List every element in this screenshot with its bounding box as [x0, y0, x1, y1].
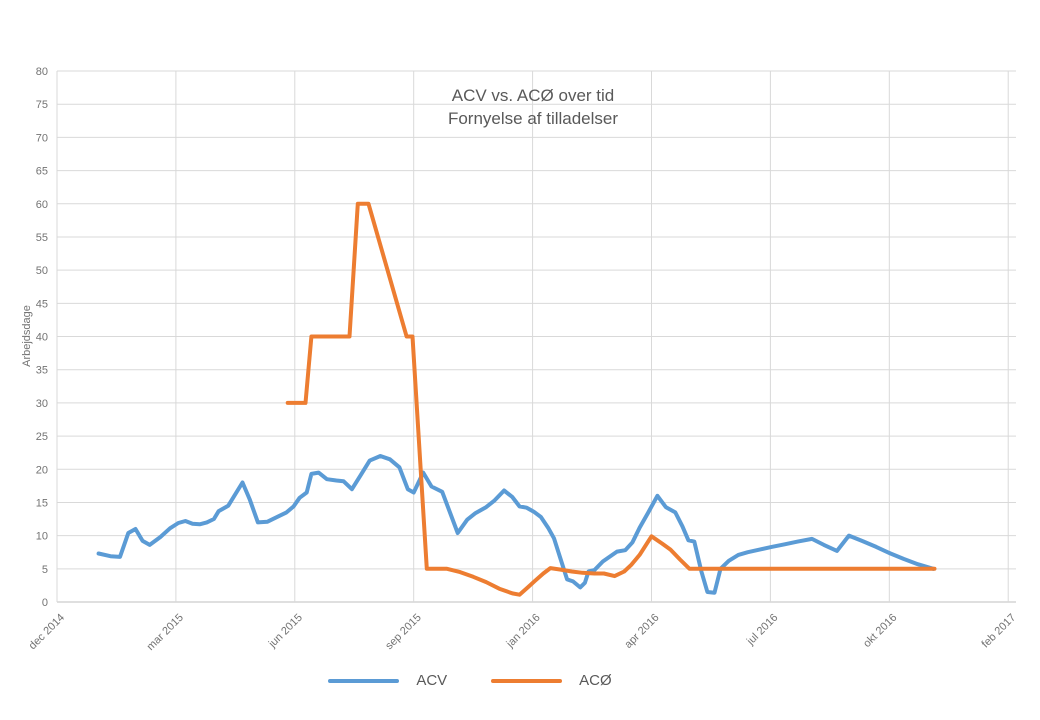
legend-label-aco: ACØ: [579, 672, 612, 689]
x-tick-label: mar 2015: [145, 612, 186, 653]
legend-swatch-aco: [491, 678, 563, 683]
y-tick-label: 75: [36, 99, 48, 111]
legend: ACV ACØ: [0, 672, 990, 689]
x-tick-label: feb 2017: [980, 612, 1019, 651]
y-tick-label: 0: [42, 597, 48, 609]
x-tick-label: jun 2015: [266, 612, 305, 651]
y-tick-label: 15: [36, 497, 48, 509]
y-tick-label: 65: [36, 166, 48, 178]
y-tick-label: 25: [36, 431, 48, 443]
legend-label-acv: ACV: [416, 672, 448, 689]
y-tick-label: 70: [36, 132, 48, 144]
x-tick-label: sep 2015: [383, 612, 423, 652]
y-tick-label: 20: [36, 464, 48, 476]
x-tick-label: okt 2016: [861, 612, 899, 650]
x-tick-label: dec 2014: [27, 612, 67, 652]
y-tick-label: 40: [36, 332, 48, 344]
y-tick-label: 10: [36, 531, 48, 543]
series-line-acv[interactable]: [96, 454, 936, 595]
series-line-aco[interactable]: [285, 201, 937, 597]
x-tick-label: jan 2016: [504, 612, 543, 651]
y-tick-label: 50: [36, 265, 48, 277]
legend-item-aco[interactable]: ACØ: [491, 672, 612, 689]
y-tick-label: 5: [42, 564, 48, 576]
y-tick-label: 55: [36, 232, 48, 244]
legend-item-acv[interactable]: ACV: [328, 672, 447, 689]
y-tick-label: 60: [36, 199, 48, 211]
y-tick-label: 35: [36, 365, 48, 377]
y-tick-label: 30: [36, 398, 48, 410]
x-tick-label: jul 2016: [744, 612, 780, 648]
legend-swatch-acv: [328, 678, 400, 683]
y-tick-label: 80: [36, 66, 48, 78]
x-tick-label: apr 2016: [622, 612, 661, 651]
y-tick-label: 45: [36, 298, 48, 310]
